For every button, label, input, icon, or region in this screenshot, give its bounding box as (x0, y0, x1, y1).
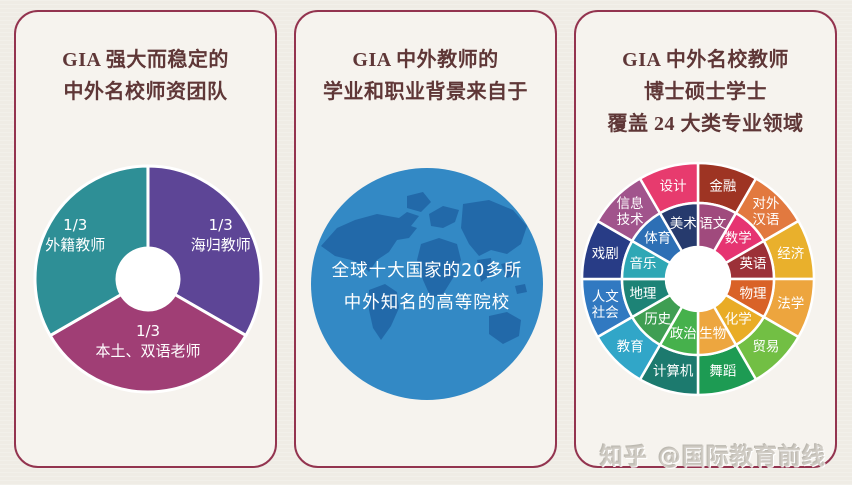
wheel-label-美术: 美术 (670, 216, 697, 232)
wheel-label-设计: 设计 (660, 178, 687, 194)
wheel-label-数学: 数学 (725, 231, 752, 247)
wheel-label-历史: 历史 (644, 311, 671, 327)
wheel-label-物理: 物理 (740, 286, 768, 302)
wheel-label-贸易: 贸易 (752, 339, 779, 355)
globe-text-line-2: 中外知名的高等院校 (344, 293, 511, 313)
card-teacher-background-title: GIA 中外教师的 学业和职业背景来自于 (323, 49, 528, 103)
wheel-label-英语: 英语 (740, 255, 767, 272)
wheel-label-舞蹈: 舞蹈 (709, 364, 736, 380)
card-teacher-background: GIA 中外教师的 学业和职业背景来自于 全球十大国家的20多所 中外知名的高等院… (294, 10, 557, 468)
wheel-label-人文社会: 人文社会 (592, 289, 620, 321)
donut-label-外籍教师: 1/3 外籍教师 (45, 216, 105, 254)
wheel-label-生物: 生物 (699, 326, 726, 342)
card-majors-coverage: GIA 中外名校教师 博士硕士学士 覆盖 24 大类专业领域 金融语文 对外汉语数… (574, 10, 837, 468)
zhihu-watermark: 知乎 @国际教育前线 (600, 437, 826, 471)
wheel-hole (665, 246, 731, 312)
wheel-label-教育: 教育 (617, 339, 644, 355)
donut-slice-海归教师 (146, 164, 263, 337)
wheel-label-化学: 化学 (725, 311, 752, 327)
zhihu-logo-text: 知乎 (600, 444, 648, 470)
donut-label-海归教师: 1/3 海归教师 (191, 216, 251, 254)
card-faculty-team-title: GIA 强大而稳定的 中外名校师资团队 (62, 49, 229, 103)
teacher-ratio-donut-chart: 1/3 海归教师 1/3 本土、双语老师 1/3 外籍教师 (33, 164, 263, 394)
wheel-label-经济: 经济 (777, 246, 805, 262)
wheel-label-计算机: 计算机 (653, 364, 694, 380)
wheel-label-地理: 地理 (629, 286, 656, 302)
card-faculty-team: GIA 强大而稳定的 中外名校师资团队 1/3 海归教师 1/3 本土、双语老师 1/3… (14, 10, 277, 468)
card-majors-coverage-title: GIA 中外名校教师 博士硕士学士 覆盖 24 大类专业领域 (607, 49, 804, 135)
donut-label-本土、双语老师: 1/3 本土、双语老师 (96, 322, 201, 360)
wheel-inner-slice-美术 (658, 201, 700, 253)
wheel-label-语文: 语文 (699, 216, 727, 232)
wheel-label-政治: 政治 (670, 326, 697, 342)
donut-hole (116, 247, 180, 311)
wheel-label-体育: 体育 (644, 231, 671, 247)
wheel-label-对外汉语: 对外汉语 (752, 196, 779, 228)
donut-slice-本土、双语老师 (48, 292, 248, 394)
wheel-label-音乐: 音乐 (629, 255, 656, 272)
wheel-label-戏剧: 戏剧 (592, 246, 619, 262)
wheel-label-金融: 金融 (709, 178, 737, 194)
world-map-silhouette (321, 192, 527, 344)
wheel-label-信息技术: 信息技术 (617, 195, 644, 228)
globe-text-line-1: 全球十大国家的20多所 (332, 261, 523, 281)
wheel-label-法学: 法学 (777, 296, 804, 312)
donut-slice-外籍教师 (33, 164, 150, 338)
watermark-handle: @国际教育前线 (658, 444, 826, 470)
